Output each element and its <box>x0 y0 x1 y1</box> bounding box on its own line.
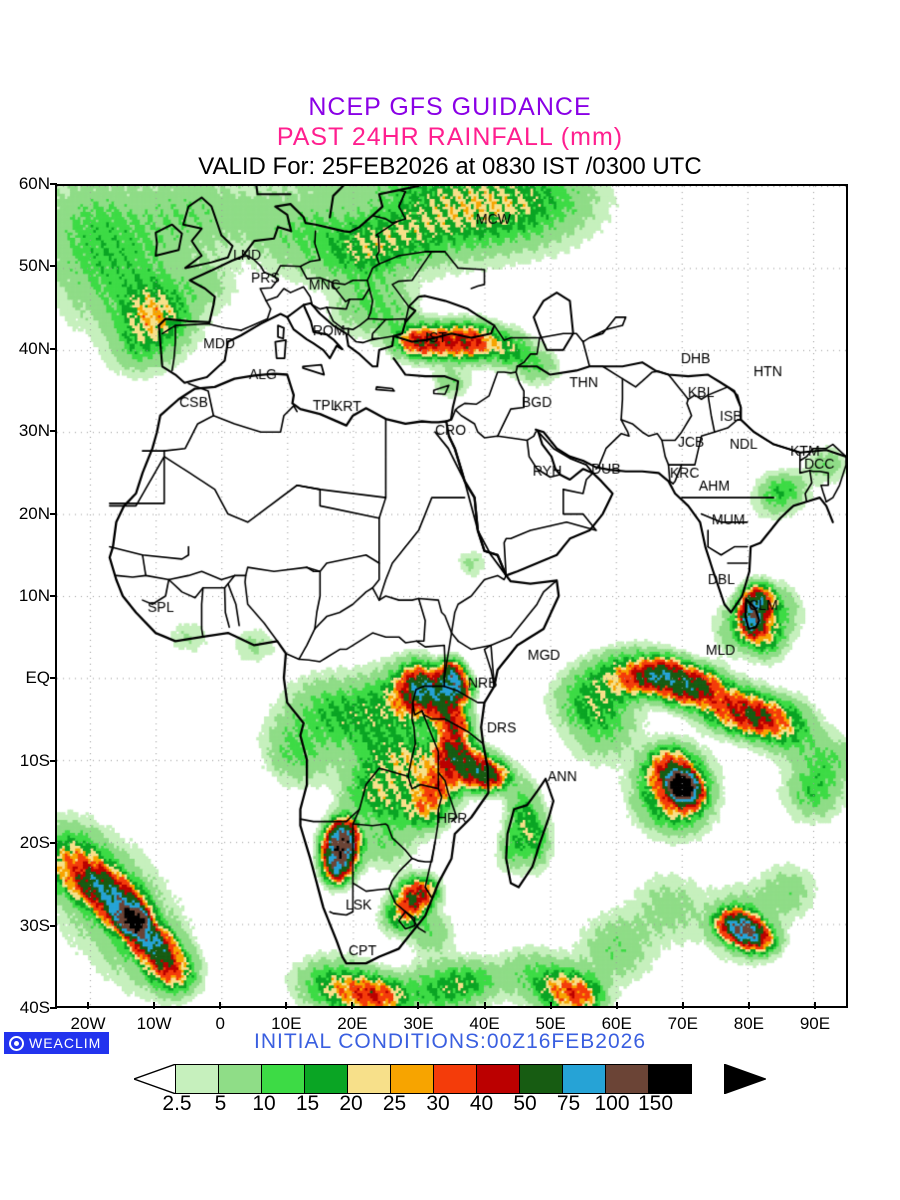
y-tick-label: 60N <box>18 174 50 193</box>
y-tick-label: 10N <box>18 586 50 605</box>
colorbar-swatch <box>218 1064 262 1094</box>
colorbar-swatch <box>261 1064 305 1094</box>
y-tick-mark <box>50 1007 57 1009</box>
x-tick-label: 30E <box>403 1014 434 1033</box>
colorbar-swatch <box>347 1064 391 1094</box>
x-tick-label: 90E <box>799 1014 831 1033</box>
initial-conditions-text: INITIAL CONDITIONS:00Z16FEB2026 <box>253 1030 646 1053</box>
colorbar-level-label: 5 <box>214 1092 227 1115</box>
colorbar-swatch <box>175 1064 219 1094</box>
y-tick-mark <box>50 347 57 350</box>
x-tick-mark <box>615 1002 618 1009</box>
colorbar-right-cap-icon <box>724 1064 766 1094</box>
x-tick-mark <box>813 1002 816 1009</box>
y-tick-label: 20N <box>18 503 50 523</box>
colorbar-level-label: 15 <box>295 1092 320 1115</box>
colorbar-level-label: 20 <box>339 1092 363 1115</box>
y-tick-mark <box>50 595 57 597</box>
x-tick-label: 40E <box>469 1014 500 1033</box>
colorbar-swatch <box>304 1064 348 1094</box>
colorbar-level-label: 75 <box>556 1092 581 1115</box>
y-tick-mark <box>50 759 57 762</box>
colorbar-left-cap-icon <box>134 1064 176 1094</box>
colorbar-level-label: 150 <box>637 1092 674 1115</box>
rainfall-map-plot[interactable] <box>55 184 848 1008</box>
y-tick-label: 30S <box>19 915 50 935</box>
y-tick-label: 20S <box>19 833 50 853</box>
x-tick-mark <box>549 1002 552 1009</box>
colorbar-level-label: 50 <box>513 1092 537 1115</box>
colorbar-swatch <box>519 1064 563 1094</box>
page-subtitle: PAST 24HR RAINFALL (mm) <box>276 123 624 151</box>
x-tick-label: 0 <box>215 1014 225 1033</box>
colorbar-swatch <box>648 1064 692 1094</box>
colorbar-labels: 2.5 5 10 15 20 25 30 40 50 75 100 150 <box>162 1092 724 1118</box>
colorbar-level-label: 10 <box>252 1092 276 1115</box>
x-tick-label: 70E <box>667 1014 698 1033</box>
colorbar-swatch <box>476 1064 520 1094</box>
y-tick-label: 30N <box>18 421 50 441</box>
x-tick-label: 10E <box>271 1014 302 1033</box>
x-axis: 20W 10W 0 10E 20E 30E 40E 50E 60E 70E 80E 90E <box>55 1002 848 1038</box>
weaclim-badge[interactable]: WEACLIM <box>4 1032 110 1054</box>
x-tick-mark <box>483 1002 486 1009</box>
y-tick-mark <box>50 512 57 515</box>
colorbar-swatch <box>433 1064 477 1094</box>
colorbar-swatch <box>562 1064 606 1094</box>
x-tick-mark <box>87 1002 90 1009</box>
x-tick-label: 20E <box>337 1014 368 1033</box>
weaclim-circle-icon <box>9 1035 24 1051</box>
x-tick-mark <box>747 1002 750 1009</box>
y-tick-mark <box>50 430 57 433</box>
y-tick-label: 40N <box>18 338 50 358</box>
colorbar-level-label: 40 <box>469 1092 494 1115</box>
valid-time-text: VALID For: 25FEB2026 at 0830 IST /0300 U… <box>198 153 702 180</box>
x-tick-label: 20W <box>70 1014 106 1033</box>
colorbar <box>134 1064 766 1094</box>
y-tick-mark <box>50 677 57 680</box>
y-tick-label: EQ <box>25 668 50 688</box>
x-tick-label: 50E <box>535 1014 566 1033</box>
y-tick-mark <box>50 183 57 185</box>
y-tick-mark <box>50 265 57 268</box>
y-axis: 60N 50N 40N 30N 20N 10N EQ 10S 20S 30S 40S <box>0 174 57 1017</box>
colorbar-swatches <box>175 1064 692 1094</box>
x-tick-mark <box>153 1002 156 1009</box>
colorbar-swatch <box>605 1064 649 1094</box>
page-title: NCEP GFS GUIDANCE <box>308 93 592 121</box>
x-tick-mark <box>219 1002 222 1009</box>
x-tick-mark <box>681 1002 684 1009</box>
x-tick-label: 60E <box>601 1014 632 1033</box>
x-tick-mark <box>417 1002 420 1009</box>
y-tick-mark <box>50 924 57 927</box>
weaclim-label: WEACLIM <box>29 1035 102 1051</box>
x-tick-label: 80E <box>733 1014 764 1033</box>
rainfall-map-canvas[interactable] <box>57 186 846 1006</box>
colorbar-level-label: 100 <box>594 1092 630 1115</box>
colorbar-swatch <box>390 1064 434 1094</box>
y-tick-label: 50N <box>18 256 50 276</box>
title-block: NCEP GFS GUIDANCE PAST 24HR RAINFALL (mm… <box>0 92 900 182</box>
x-tick-mark <box>285 1002 288 1009</box>
y-tick-label: 10S <box>19 750 50 770</box>
colorbar-level-label: 25 <box>382 1092 407 1115</box>
colorbar-level-label: 30 <box>426 1092 450 1115</box>
colorbar-level-label: 2.5 <box>162 1092 192 1115</box>
x-tick-mark <box>351 1002 354 1009</box>
y-tick-label: 40S <box>19 998 50 1017</box>
x-tick-label: 10W <box>136 1014 172 1033</box>
y-tick-mark <box>50 842 57 845</box>
